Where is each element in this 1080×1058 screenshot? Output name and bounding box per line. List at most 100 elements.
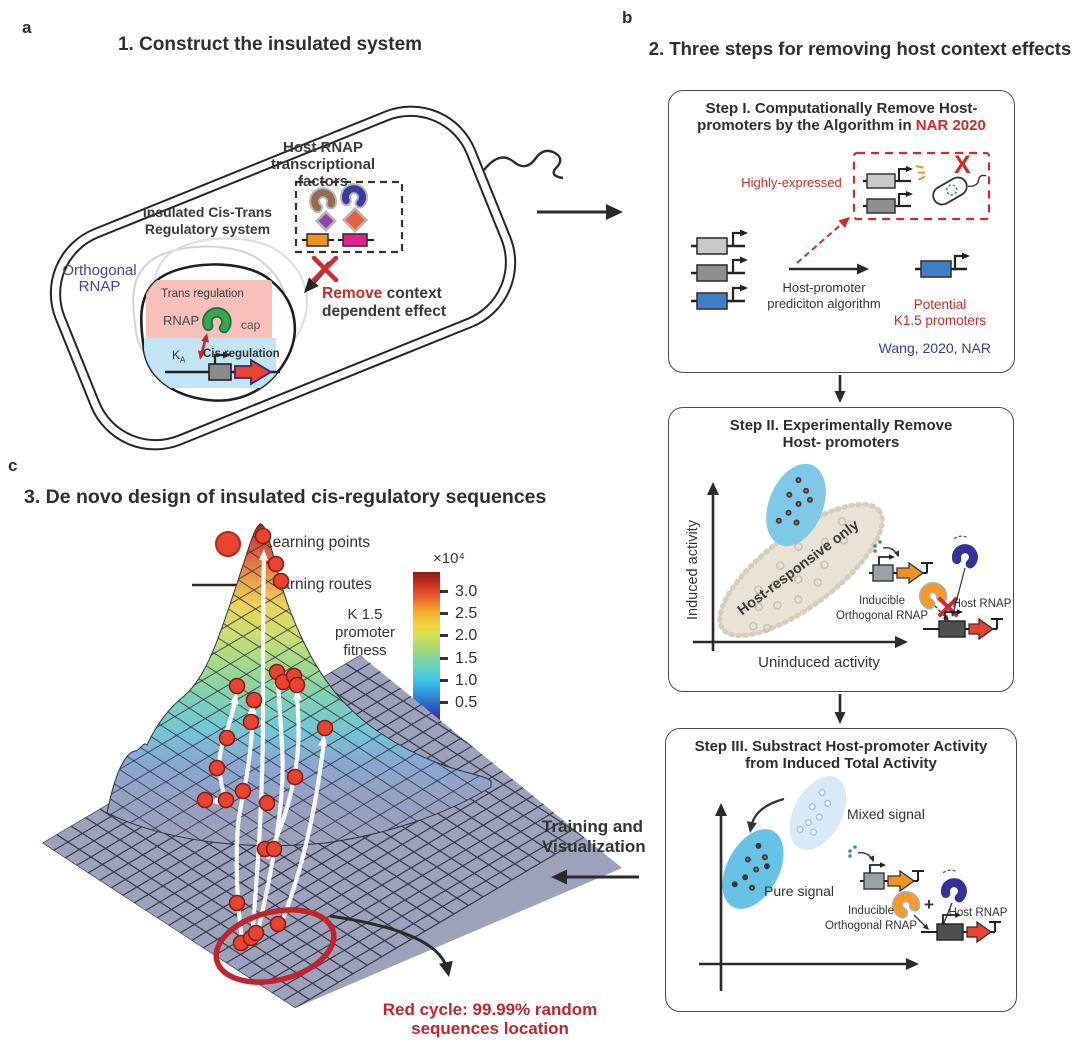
- y-axis-label: Induced activity: [685, 520, 701, 621]
- host-tf-label: Host RNAP transcriptional factors: [270, 139, 376, 190]
- step3-card: Step III. Substract Host-promoter Activi…: [665, 728, 1017, 1012]
- colorbar-tick: [440, 612, 448, 615]
- cis-regulation-label: Cis regulation: [203, 348, 280, 360]
- colorbar-tick: [440, 657, 448, 660]
- colorbar-tick-label: 2.5: [455, 605, 478, 622]
- colorbar-tick-label: 1.5: [455, 650, 478, 667]
- step3-title: Step III. Substract Host-promoter Activi…: [694, 738, 988, 772]
- potential-promoters-label: Potential K1.5 promoters: [893, 297, 987, 328]
- pure-signal-ellipse: [722, 829, 784, 909]
- learning-point: [254, 527, 272, 545]
- panel-c-title: 3. De novo design of insulated cis-regul…: [24, 486, 547, 508]
- colorbar-tick: [440, 679, 448, 682]
- remove-context-label: Remove context dependent effect: [322, 285, 447, 320]
- colorbar-exponent: ×10⁴: [433, 550, 465, 567]
- learning-point: [228, 894, 246, 912]
- learning-point: [247, 924, 265, 942]
- mixed-signal-label: Mixed signal: [847, 806, 925, 822]
- panel-c-label: c: [8, 456, 18, 475]
- learning-point: [286, 768, 304, 786]
- learning-point: [218, 729, 236, 747]
- inducible-rnap-label: Inducible Orthogonal RNAP: [824, 905, 918, 932]
- spark-lines-icon: [915, 165, 926, 181]
- step1-art: [691, 151, 991, 310]
- x-axis-label: Uninduced activity: [758, 654, 880, 671]
- learning-point: [228, 677, 246, 695]
- colorbar-tick-label: 3.0: [455, 583, 478, 600]
- citation-label: Wang, 2020, NAR: [878, 340, 991, 356]
- orthogonal-rnap-crescent-icon: [918, 581, 948, 610]
- reporter-construct-icon: [923, 609, 1003, 641]
- bacterium-icon: [932, 174, 987, 206]
- learning-point: [288, 676, 306, 694]
- inducer-dots-icon: [873, 540, 900, 557]
- colorbar-tick: [440, 634, 448, 637]
- host-rnap-crescent-icon: [951, 535, 978, 569]
- inducible-rnap-label: Inducible Orthogonal RNAP: [835, 595, 929, 622]
- training-label: Training and Visualization: [542, 817, 646, 856]
- gene-icon: [691, 256, 748, 282]
- induced-cluster-ellipse: [766, 463, 826, 547]
- learning-routes: [209, 549, 328, 950]
- inducer-dots-icon: [848, 845, 875, 862]
- learning-point: [234, 782, 252, 800]
- ka-label: KA: [172, 348, 186, 365]
- learning-point-icon: [215, 531, 241, 557]
- colorbar-tick: [440, 590, 448, 593]
- step2-art: [693, 463, 1003, 651]
- learning-point: [245, 691, 263, 709]
- axes: [699, 803, 919, 991]
- orthogonal-rnap-label: Orthogonal RNAP: [62, 262, 137, 295]
- learning-point: [269, 915, 287, 933]
- learning-point: [258, 794, 276, 812]
- random-sequences-ellipse: [213, 907, 337, 985]
- arrow-step1-step2: [834, 375, 846, 403]
- gene-icon: [863, 191, 913, 214]
- tf-gene-orange-icon: [302, 233, 334, 247]
- step3-art: [699, 775, 1001, 991]
- learning-point: [265, 840, 283, 858]
- cap-label: cap: [241, 318, 261, 332]
- host-rnap-label: Host RNAP: [948, 907, 1008, 919]
- cap-protein-icon: [202, 307, 232, 334]
- learning-point: [242, 713, 260, 731]
- tf-diamond-purple-icon: [315, 210, 337, 232]
- learning-point: [208, 759, 226, 777]
- algorithm-label: Host-promoter prediciton algorithm: [767, 280, 881, 311]
- annotation-arrow: [329, 914, 453, 977]
- learning-point: [196, 791, 214, 809]
- flagellum-icon: [483, 149, 564, 180]
- pure-signal-label: Pure signal: [764, 883, 835, 899]
- tf-crescent-brown-icon: [309, 187, 338, 214]
- subtract-arrow: [746, 797, 785, 833]
- gene-icon: [863, 166, 913, 189]
- gene-icon: [691, 229, 748, 255]
- surface-plot: [42, 523, 622, 1008]
- colorbar-tick: [440, 701, 448, 704]
- colorbar-tick-label: 1.0: [455, 672, 478, 689]
- learning-point: [267, 555, 285, 573]
- host-rnap-crescent-icon: [940, 869, 967, 903]
- rnap-label: RNAP: [163, 313, 200, 328]
- colorbar: [413, 572, 440, 722]
- gene-icon-blue: [691, 284, 748, 310]
- cis-trans-interaction-arrow: [197, 333, 210, 360]
- fitness-label: K 1.5 promoter fitness: [334, 606, 396, 659]
- mixed-signal-ellipse: [789, 775, 847, 851]
- orthogonal-rnap-crescent-icon: [891, 890, 921, 919]
- gene-icon-blue: [915, 252, 970, 278]
- panel-a-title: 1. Construct the insulated system: [117, 34, 423, 55]
- axes: [693, 482, 908, 651]
- panel-b-label: b: [622, 8, 633, 27]
- step1-card: Step I. Computationally Remove Host- pro…: [668, 90, 1015, 373]
- arrow-step2-step3: [834, 694, 846, 724]
- legend-points-label: Learning points: [264, 534, 370, 551]
- learning-points: [196, 527, 334, 952]
- red-cycle-label: Red cycle: 99.99% random sequences locati…: [382, 1000, 598, 1038]
- learning-point: [316, 719, 334, 737]
- algorithm-arrow: [789, 263, 869, 275]
- colorbar-tick-label: 0.5: [455, 694, 478, 711]
- step2-card: Step II. Experimentally Remove Host- prom…: [668, 407, 1014, 692]
- trans-regulation-label: Trans regulation: [161, 288, 244, 300]
- highly-expressed-arrow: [796, 217, 850, 264]
